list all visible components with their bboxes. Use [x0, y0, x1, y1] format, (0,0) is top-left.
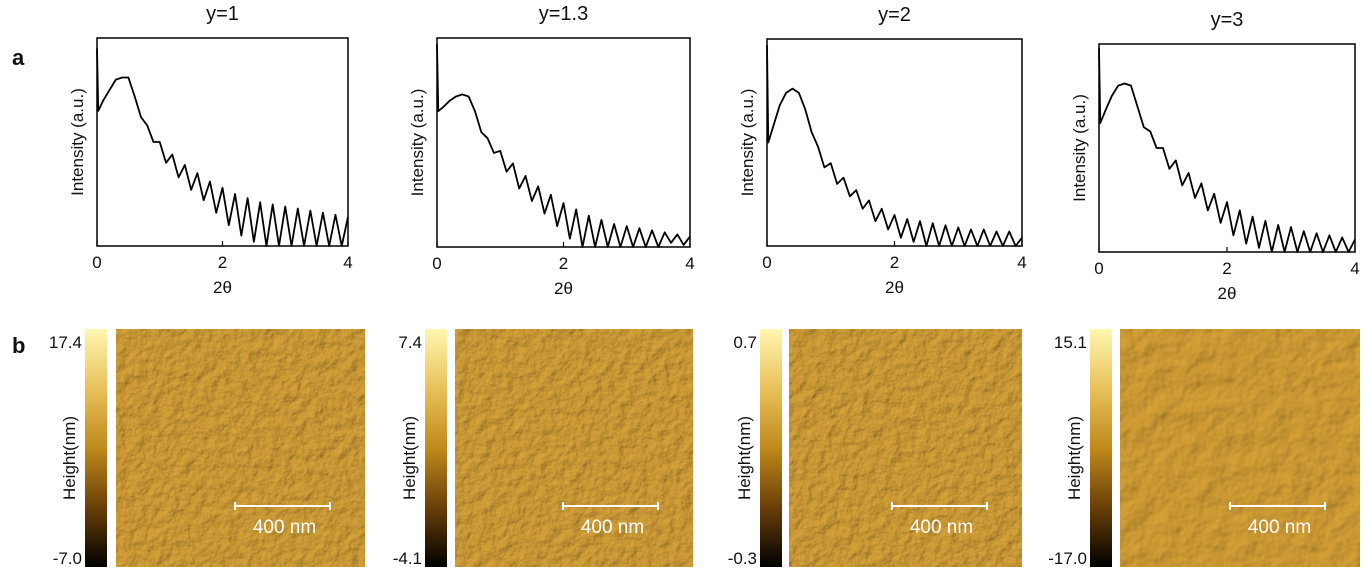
afm-image: [789, 329, 1022, 567]
afm-image: [455, 329, 693, 567]
colorbar-min: -7.0: [53, 549, 82, 568]
plot-frame: [436, 37, 691, 248]
colorbar-min: -0.3: [728, 549, 757, 568]
x-tick-label: 2: [1222, 259, 1231, 278]
chart-title: y=3: [1211, 9, 1244, 31]
y-axis-label: Intensity (a.u.): [738, 89, 757, 197]
x-tick-label: 2: [890, 253, 899, 272]
colorbar-label: Height(nm): [735, 416, 754, 500]
x-axis-label: 2θ: [554, 279, 573, 298]
scale-bar-label: 400 nm: [581, 517, 644, 538]
x-tick-label: 0: [762, 253, 771, 272]
colorbar-label: Height(nm): [60, 416, 79, 500]
colorbar: [85, 329, 107, 567]
x-tick-label: 4: [1350, 259, 1359, 278]
y-axis-label: Intensity (a.u.): [1070, 94, 1089, 202]
scale-bar-label: 400 nm: [910, 517, 973, 538]
chart-title: y=1: [206, 3, 239, 25]
y-axis-label: Intensity (a.u.): [68, 88, 87, 196]
x-axis-label: 2θ: [213, 278, 232, 297]
x-tick-label: 0: [1094, 259, 1103, 278]
colorbar-label: Height(nm): [1065, 416, 1084, 500]
panel-label: a: [12, 45, 25, 70]
x-tick-label: 2: [559, 254, 568, 273]
data-line: [766, 45, 1023, 247]
data-line: [96, 48, 349, 247]
colorbar-max: 15.1: [1054, 333, 1087, 352]
x-axis-label: 2θ: [885, 278, 904, 297]
afm-image: [1120, 329, 1360, 567]
x-tick-label: 0: [432, 254, 441, 273]
panel-label: b: [12, 333, 25, 358]
colorbar: [425, 329, 447, 567]
colorbar: [760, 329, 782, 567]
x-tick-label: 4: [685, 254, 694, 273]
x-tick-label: 4: [1017, 253, 1026, 272]
colorbar-max: 0.7: [733, 333, 757, 352]
scale-bar-label: 400 nm: [253, 517, 316, 538]
x-tick-label: 4: [343, 253, 352, 272]
chart-title: y=1.3: [539, 3, 588, 25]
x-axis-label: 2θ: [1218, 284, 1237, 303]
chart-title: y=2: [878, 4, 911, 26]
colorbar-max: 17.4: [49, 333, 82, 352]
data-line: [436, 44, 691, 248]
scale-bar-label: 400 nm: [1248, 517, 1311, 538]
colorbar-min: -4.1: [393, 549, 422, 568]
colorbar-label: Height(nm): [400, 416, 419, 500]
colorbar: [1090, 329, 1112, 567]
afm-image: [116, 329, 365, 567]
colorbar-max: 7.4: [398, 333, 422, 352]
x-tick-label: 0: [92, 253, 101, 272]
colorbar-min: -17.0: [1048, 549, 1087, 568]
data-line: [1098, 48, 1356, 253]
x-tick-label: 2: [218, 253, 227, 272]
plot-frame: [1098, 43, 1356, 253]
y-axis-label: Intensity (a.u.): [408, 89, 427, 197]
